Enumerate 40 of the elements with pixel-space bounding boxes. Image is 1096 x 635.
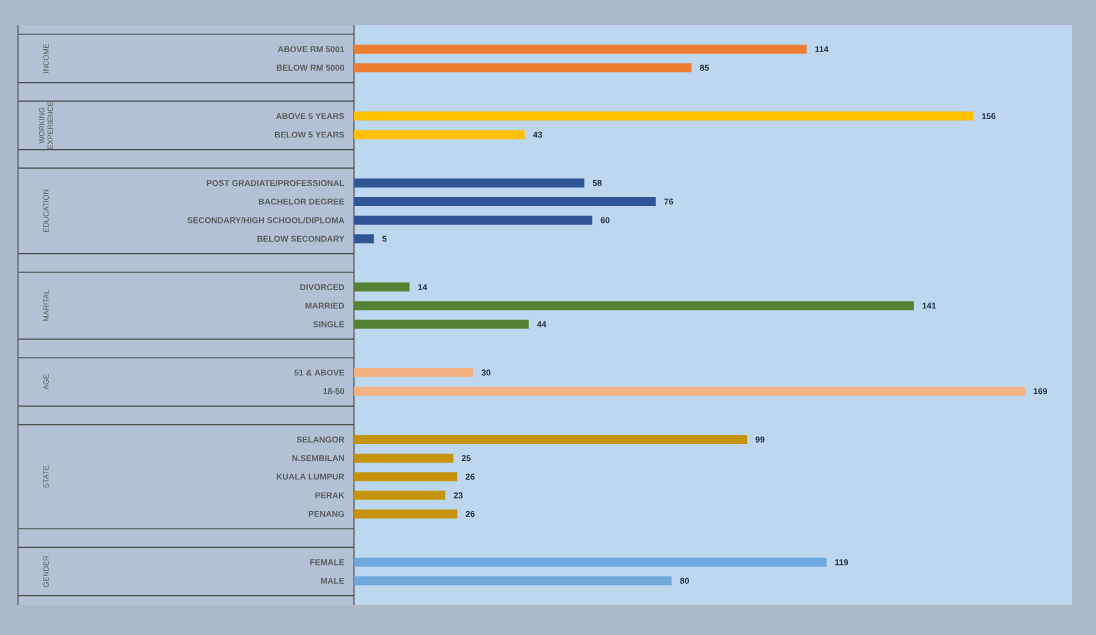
- data-label: 44: [537, 321, 547, 328]
- data-label: 25: [461, 455, 471, 462]
- y-tick-label: ABOVE 5 YEARS: [275, 113, 345, 120]
- y-tick-label: 18-50: [323, 388, 345, 395]
- y-tick-label: N.SEMBILAN: [292, 455, 344, 462]
- data-label: 141: [922, 302, 936, 309]
- y-tick-label: BELOW 5 YEARS: [274, 131, 345, 138]
- y-tick-label: SECONDARY/HIGH SCHOOL/DIPLOMA: [187, 217, 345, 224]
- y-tick-label: MARRIED: [305, 302, 345, 309]
- data-label: 80: [680, 577, 689, 584]
- y-tick-label: BACHELOR DEGREE: [258, 198, 345, 205]
- data-label: 119: [835, 559, 849, 566]
- data-label: 114: [815, 46, 829, 53]
- y-tick-label: 51 & ABOVE: [294, 369, 345, 376]
- y-tick-label: SINGLE: [313, 321, 345, 328]
- y-tick-label: BELOW SECONDARY: [257, 235, 345, 242]
- y-tick-label: DIVORCED: [300, 284, 345, 291]
- data-label: 5: [382, 235, 387, 242]
- y-tick-label: FEMALE: [310, 559, 345, 566]
- data-label: 23: [453, 492, 463, 499]
- data-label: 43: [533, 131, 543, 138]
- data-label: 60: [600, 217, 610, 224]
- y-tick-label: SELANGOR: [296, 436, 345, 443]
- y-tick-label: ABOVE RM 5001: [277, 46, 345, 53]
- data-label: 156: [982, 113, 996, 120]
- data-label: 58: [592, 180, 602, 186]
- data-label: 85: [699, 64, 709, 71]
- data-label: 99: [755, 436, 765, 443]
- data-label: 169: [1033, 388, 1048, 395]
- data-label: 76: [664, 198, 674, 205]
- y-tick-label: PENANG: [308, 510, 344, 517]
- data-label: 14: [418, 284, 428, 291]
- data-label: 26: [465, 510, 475, 517]
- y-tick-label: KUALA LUMPUR: [276, 473, 345, 480]
- y-tick-label: POST GRADIATE/PROFESSIONAL: [206, 179, 345, 187]
- data-label: 30: [481, 369, 491, 376]
- y-tick-label: MALE: [321, 577, 345, 584]
- data-label: 26: [465, 473, 475, 480]
- y-tick-label: PERAK: [315, 492, 345, 499]
- y-tick-label: BELOW RM 5000: [276, 64, 345, 71]
